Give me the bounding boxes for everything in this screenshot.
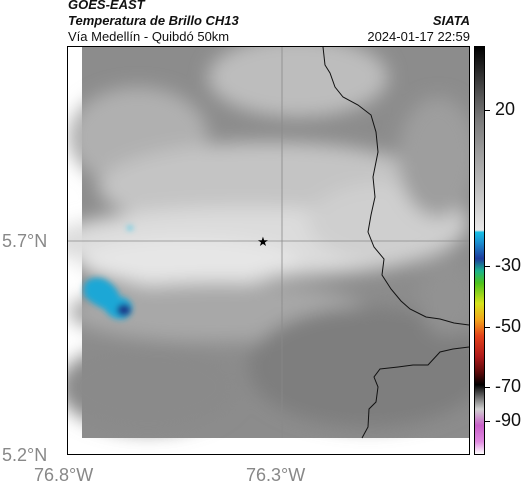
colorbar bbox=[474, 46, 485, 455]
x-tick-76-8W: 76.8°W bbox=[34, 465, 94, 485]
star-icon: ★ bbox=[257, 235, 269, 250]
y-tick-5-2N: 5.2°N bbox=[2, 445, 48, 465]
colorbar-tick-minus-50: -50 bbox=[495, 316, 522, 336]
graticule bbox=[68, 47, 469, 438]
colorbar-tick-minus-70: -70 bbox=[495, 376, 522, 396]
brightness-temperature-field bbox=[68, 47, 469, 438]
image-datetime: 2024-01-17 22:59 bbox=[367, 29, 470, 44]
agency-name: SIATA bbox=[432, 13, 470, 28]
product-title: Temperatura de Brillo CH13 bbox=[68, 13, 239, 28]
map-frame: ★ bbox=[67, 46, 470, 455]
y-tick-5-7N: 5.7°N bbox=[2, 231, 48, 251]
colorbar-tick-20: 20 bbox=[495, 99, 516, 119]
satellite-map: ★ bbox=[68, 47, 469, 439]
colorbar-tick-minus-90: -90 bbox=[495, 410, 522, 430]
cold-cloud-core bbox=[84, 226, 133, 320]
colorbar-tick-minus-30: -30 bbox=[495, 255, 522, 275]
x-tick-76-3W: 76.3°W bbox=[246, 465, 306, 485]
boundary-line bbox=[322, 47, 469, 439]
satellite-name: GOES-EAST bbox=[68, 0, 145, 12]
region-subtitle: Vía Medellín - Quibdó 50km bbox=[68, 29, 230, 44]
